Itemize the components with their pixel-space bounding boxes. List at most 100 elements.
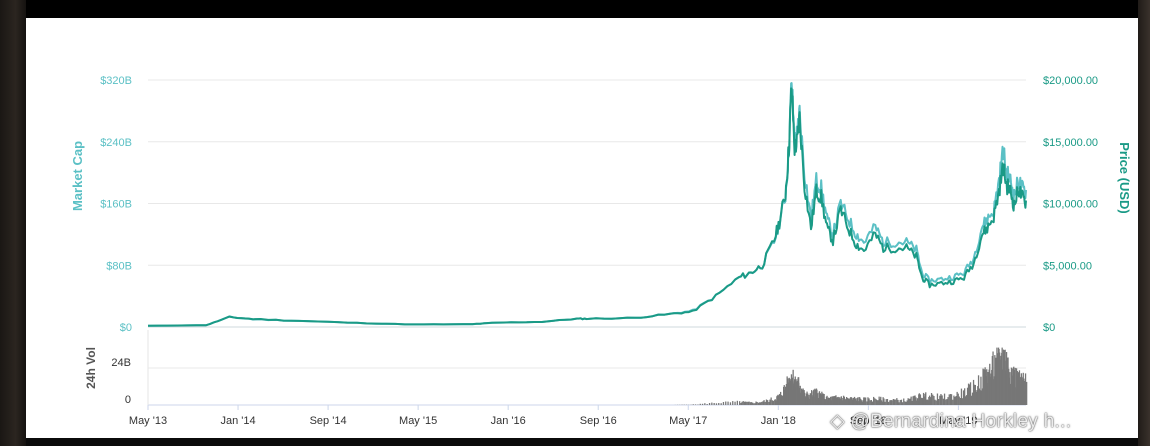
volume-bar [858,397,860,405]
volume-bar [896,398,898,405]
volume-bar [922,398,924,405]
volume-bar [857,397,859,405]
volume-bar [910,396,912,405]
volume-bar [935,400,937,405]
window-left-border [0,0,26,446]
market-cap-line [147,82,1027,327]
volume-bar [722,402,725,405]
volume-bar [807,397,809,405]
volume-bar [744,401,747,405]
volume-bar [860,399,862,405]
right-axis-title: Price (USD) [1117,142,1132,214]
x-tick-label: May '17 [669,415,707,427]
volume-bar [924,394,926,405]
volume-bar [892,399,894,405]
volume-bar [982,368,984,405]
volume-bar [859,397,861,405]
volume-bar [753,403,755,405]
volume-bar [932,394,934,405]
volume-bar [732,401,734,405]
volume-bar [885,399,887,405]
volume-bar [953,395,955,405]
volume-bar [762,401,764,405]
x-tick-label: Jan '18 [761,415,796,427]
volume-bar [846,398,848,405]
volume-bar [863,397,865,405]
volume-bar [871,401,874,405]
volume-bar [913,395,915,405]
volume-bar [945,399,947,405]
volume-bar [720,403,722,405]
volume-bar [897,399,899,405]
volume-bar [697,404,699,405]
volume-bar [866,401,868,405]
volume-bar [922,392,925,405]
right-tick-label: $15,000.00 [1043,137,1098,149]
volume-bar [958,396,960,405]
volume-bar [760,402,762,405]
left-tick-label: $320B [100,75,132,87]
volume-bar [880,400,883,405]
volume-bar [868,398,870,405]
volume-bar [981,390,983,405]
volume-bar [883,398,885,405]
volume-bar [1015,368,1018,405]
volume-bar [927,400,929,405]
volume-bar [938,399,940,405]
volume-bar [928,396,930,405]
volume-bar [708,403,711,405]
volume-bar [727,401,729,405]
volume-bar [805,396,807,405]
volume-bar [746,401,748,405]
volume-bar [884,401,886,405]
volume-bar [711,402,713,405]
right-tick-label: $5,000.00 [1043,260,1092,272]
volume-bar [860,400,863,405]
volume-bar [765,399,768,405]
volume-bar [930,393,933,405]
volume-bar [837,396,839,405]
volume-bar [912,396,914,405]
volume-bar [758,402,761,405]
volume-bar [747,401,749,405]
watermark-text: ◇ @Bernardina Horkley h... [830,411,1072,432]
volume-bar [977,375,980,405]
volume-bar [839,397,841,405]
volume-bar [861,401,863,405]
volume-bar [976,390,978,405]
volume-bar [973,384,976,405]
volume-bar [783,385,785,405]
volume-bar [977,386,979,405]
volume-bar [809,398,811,405]
volume-bar [987,385,990,405]
volume-bar [929,397,931,405]
volume-bar [991,356,993,405]
volume-bar [843,396,845,405]
window-top-border [0,0,1150,18]
volume-bar [694,404,697,405]
volume-bar [925,399,928,405]
volume-bar [692,404,694,405]
volume-bar [923,396,925,405]
price-line [147,87,1027,327]
volume-bar [974,385,976,405]
volume-bar [857,401,860,405]
volume-bar [806,391,808,405]
volume-bar [957,393,959,405]
volume-bar [878,396,880,405]
x-tick-label: Jan '16 [491,415,526,427]
volume-bar [852,397,854,405]
volume-bar [908,398,910,405]
volume-bar [965,395,968,405]
volume-bar [725,401,727,405]
volume-bar [965,396,967,405]
main-gridlines [148,79,1026,328]
volume-bar [956,391,958,405]
x-tick-label: Sep '14 [310,415,347,427]
volume-bar [740,403,742,405]
volume-bar [975,391,977,405]
volume-bar [755,401,757,405]
volume-bar [903,398,905,405]
